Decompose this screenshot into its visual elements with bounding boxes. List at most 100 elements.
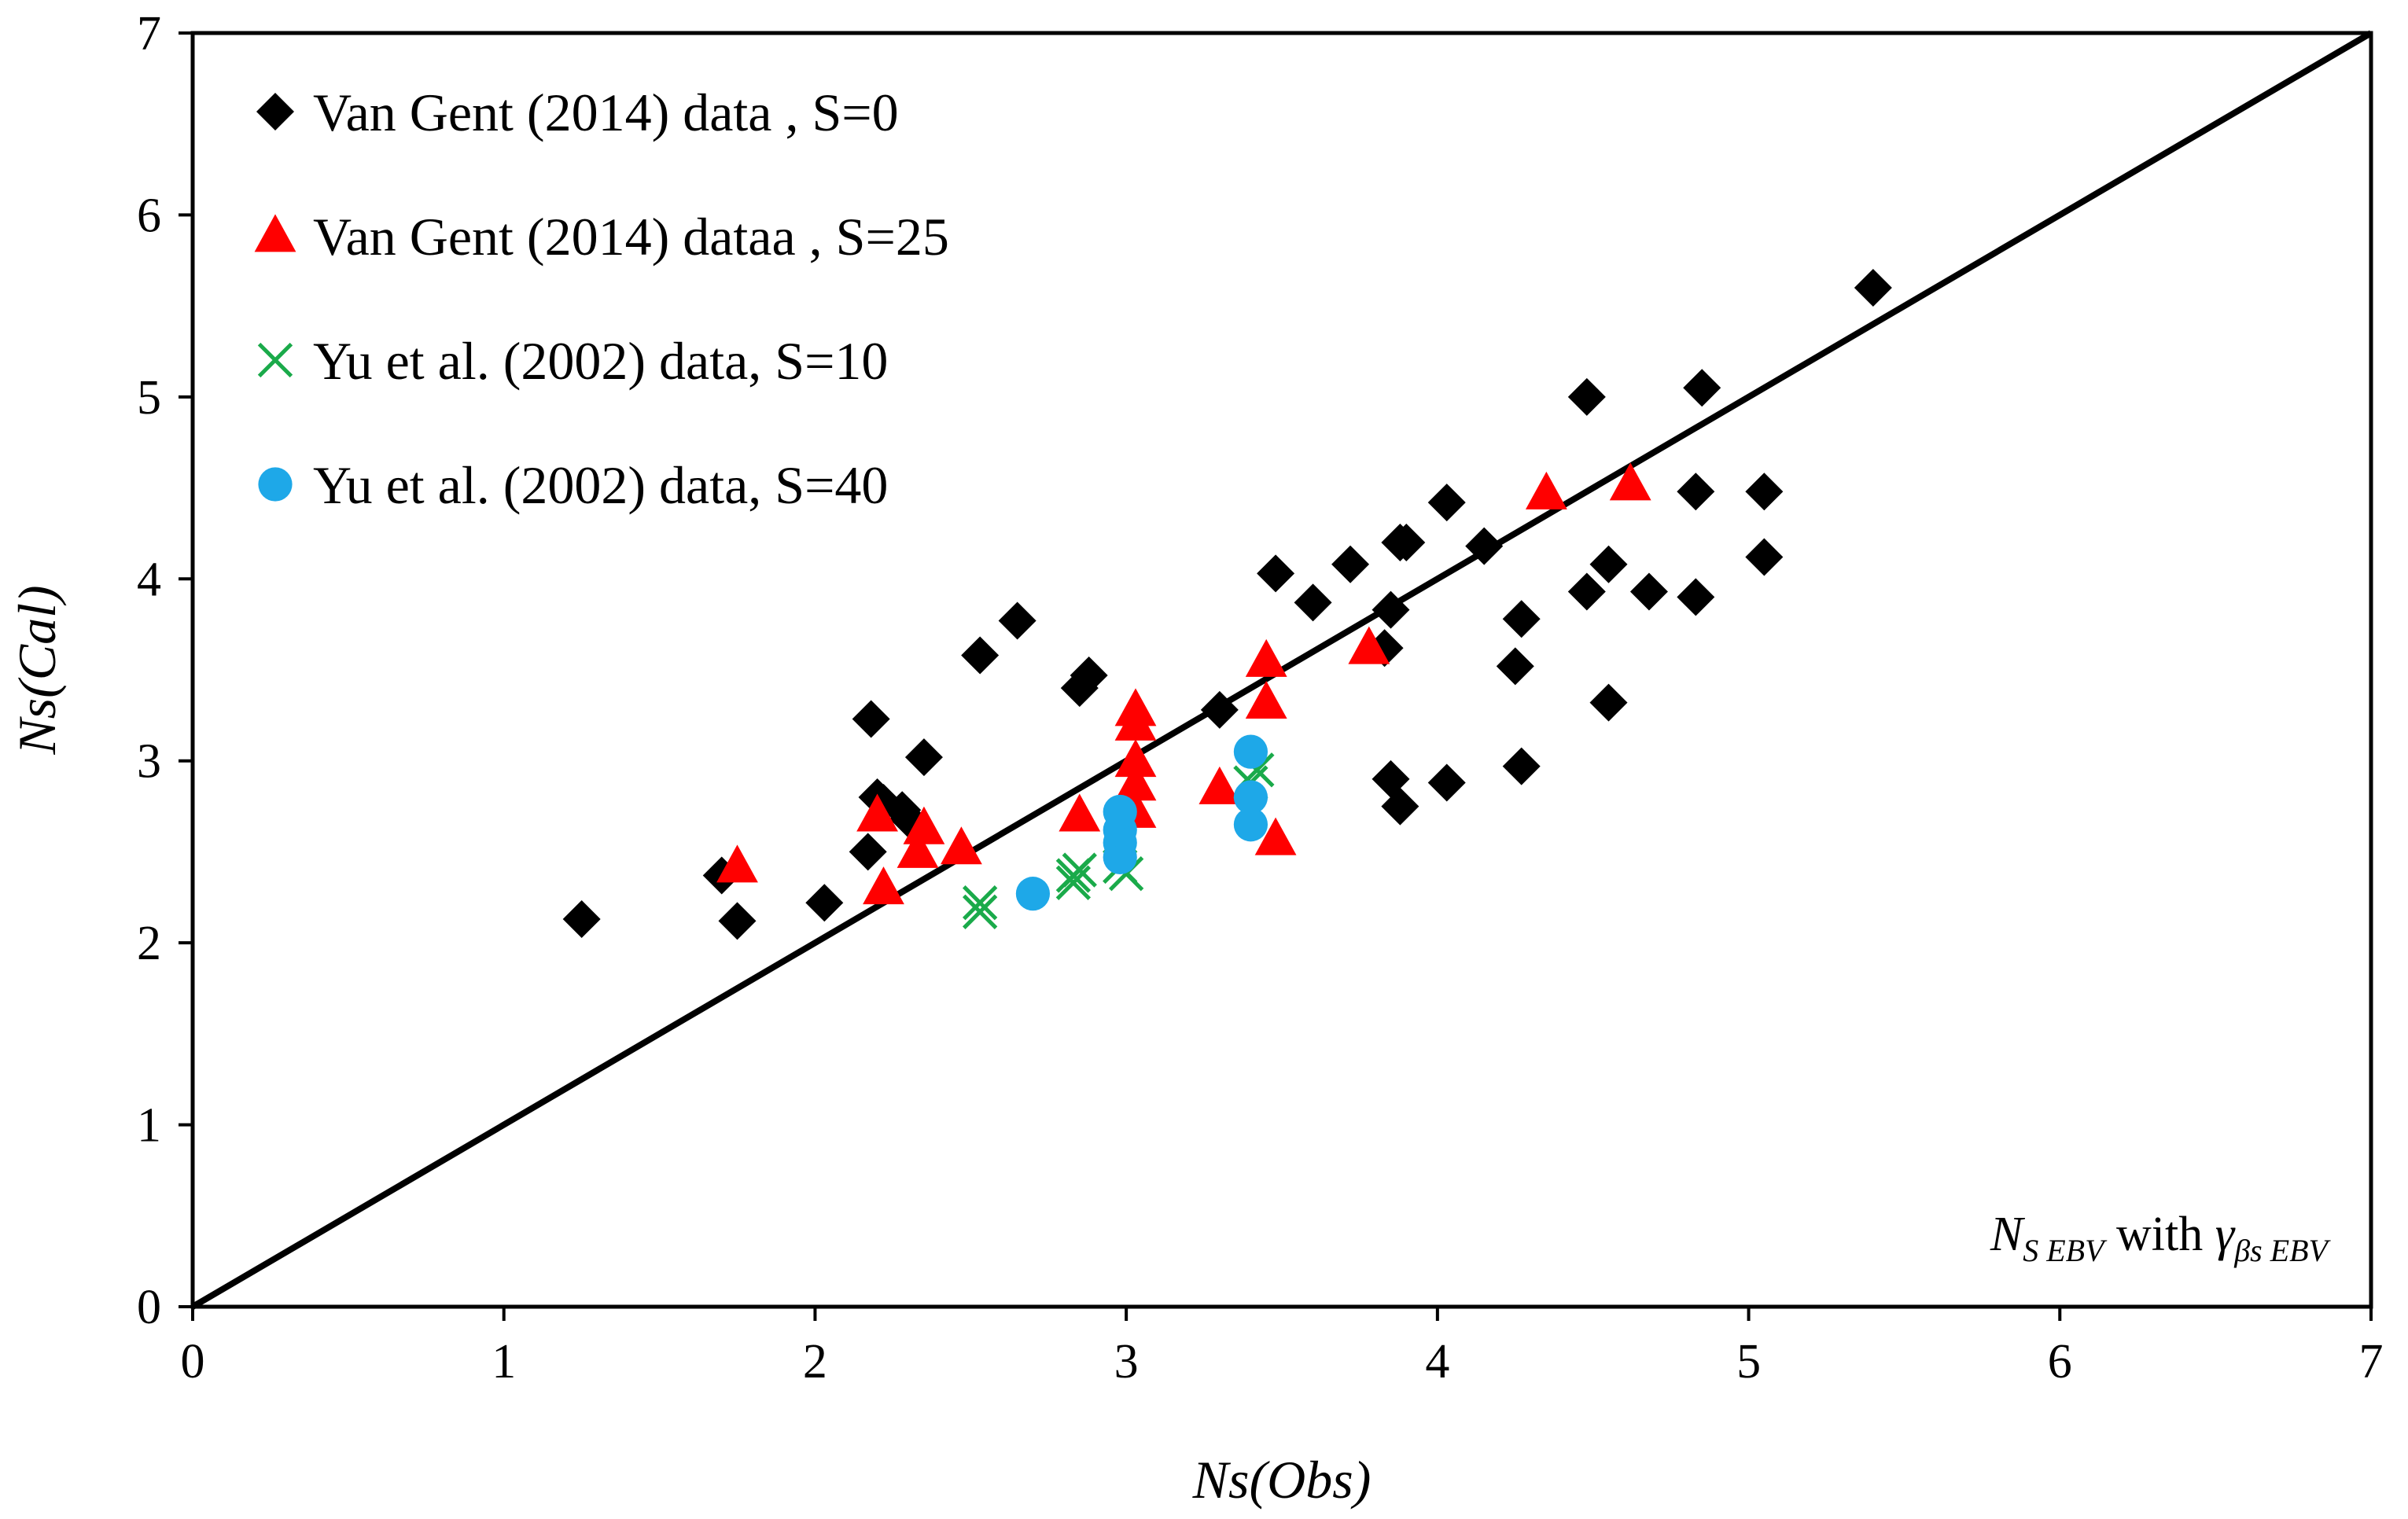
legend-item: Yu et al. (2002) data, S=10 (257, 331, 888, 391)
data-point-triangle (1114, 739, 1157, 778)
data-point-x (1055, 865, 1092, 900)
annotation-with: with (2104, 1208, 2215, 1261)
data-point-diamond (805, 884, 844, 922)
annotation-n-subscript: S EBV (2023, 1233, 2108, 1268)
data-point-triangle (1609, 462, 1651, 501)
y-tick-label: 6 (137, 189, 161, 242)
data-point-triangle (1114, 763, 1157, 801)
data-point-diamond (1331, 545, 1370, 583)
data-point-diamond (1381, 787, 1419, 826)
legend-item: Van Gent (2014) data , S=0 (256, 83, 899, 142)
data-point-triangle (863, 866, 904, 905)
data-point-triangle (1059, 793, 1101, 832)
x-tick-label: 6 (2048, 1335, 2072, 1388)
data-point-diamond (562, 900, 601, 939)
data-point-x (1062, 852, 1097, 888)
data-point-diamond (1502, 600, 1541, 638)
x-tick-label: 3 (1114, 1335, 1139, 1388)
series-triangle (716, 462, 1651, 905)
data-point-diamond (852, 700, 890, 738)
series-circle (1015, 734, 1268, 911)
data-point-triangle (1198, 766, 1241, 804)
data-point-diamond (1502, 747, 1541, 785)
axis-ticks: 0 1 2 3 4 5 6 7 0 1 2 3 4 5 6 7 (137, 7, 2384, 1388)
data-point-diamond (961, 636, 1000, 675)
legend-item: Yu et al. (2002) data, S=40 (258, 455, 888, 515)
data-point-diamond (1427, 763, 1466, 802)
data-point-x (962, 885, 998, 921)
data-point-triangle (1348, 626, 1390, 664)
series-diamond (562, 269, 1892, 940)
legend-label: Van Gent (2014) dataa , S=25 (313, 207, 949, 267)
data-point-diamond (1854, 269, 1892, 307)
legend-marker-triangle (254, 214, 296, 252)
data-point-diamond (1745, 538, 1784, 576)
y-axis-title: Ns(Cal) (7, 585, 67, 755)
data-point-diamond (1427, 484, 1466, 522)
legend-marker-circle (258, 467, 293, 502)
legend-marker-x (257, 342, 293, 378)
data-point-x (962, 894, 998, 929)
legend-item: Van Gent (2014) dataa , S=25 (254, 207, 949, 267)
x-tick-label: 1 (492, 1335, 516, 1388)
data-point-triangle (897, 829, 939, 868)
y-tick-label: 0 (137, 1281, 161, 1334)
x-axis-title: Ns(Obs) (1192, 1450, 1372, 1510)
y-tick-label: 3 (137, 735, 161, 789)
data-point-diamond (1465, 527, 1504, 565)
x-tick-label: 4 (1425, 1335, 1449, 1388)
data-point-triangle (716, 844, 758, 883)
data-point-diamond (1387, 524, 1426, 561)
data-point-triangle (903, 806, 945, 844)
data-point-diamond (1294, 583, 1332, 622)
formula-annotation: NS EBV with γβs EBV (1990, 1208, 2332, 1268)
data-point-diamond (1070, 656, 1108, 694)
data-point-diamond (1677, 473, 1715, 511)
legend-label: Van Gent (2014) data , S=0 (313, 83, 899, 142)
data-point-diamond (1589, 545, 1628, 583)
data-point-diamond (1567, 572, 1606, 611)
data-point-triangle (941, 826, 982, 865)
y-tick-label: 2 (137, 917, 161, 970)
data-point-diamond (718, 902, 757, 940)
data-point-diamond (904, 738, 943, 777)
y-tick-label: 4 (137, 553, 161, 606)
x-tick-label: 7 (2359, 1335, 2384, 1388)
data-point-diamond (1200, 690, 1239, 729)
data-point-diamond (1683, 369, 1721, 407)
legend-label: Yu et al. (2002) data, S=10 (313, 331, 888, 391)
data-point-circle (1015, 877, 1051, 911)
data-point-circle (1103, 794, 1137, 829)
data-point-triangle (856, 793, 898, 832)
data-point-triangle (1245, 638, 1287, 677)
data-point-circle (1233, 734, 1268, 769)
data-point-diamond (1677, 578, 1715, 616)
x-tick-label: 5 (1736, 1335, 1761, 1388)
annotation-gamma: γ (2215, 1208, 2236, 1261)
y-tick-label: 5 (137, 371, 161, 425)
legend-label: Yu et al. (2002) data, S=40 (313, 455, 888, 515)
plot-border (190, 31, 2373, 1309)
annotation-gamma-subscript: βs EBV (2233, 1233, 2331, 1268)
data-point-triangle (1525, 471, 1567, 509)
data-point-triangle (1245, 681, 1287, 719)
legend: Van Gent (2014) data , S=0 Van Gent (2014… (254, 83, 949, 515)
data-point-diamond (1589, 683, 1628, 722)
plot-frame (190, 31, 2373, 1309)
data-point-triangle (1114, 702, 1157, 741)
y-tick-label: 7 (137, 7, 161, 61)
data-point-diamond (1745, 473, 1784, 511)
data-point-diamond (849, 833, 887, 871)
y-tick-label: 1 (137, 1099, 161, 1153)
data-point-diamond (998, 601, 1036, 640)
annotation-n: N (1990, 1208, 2026, 1261)
data-point-diamond (1257, 554, 1295, 593)
data-point-diamond (1496, 647, 1534, 686)
legend-marker-diamond (256, 93, 294, 131)
data-point-circle (1233, 780, 1268, 815)
data-points (562, 269, 1892, 940)
data-point-diamond (1629, 572, 1668, 611)
data-point-diamond (1372, 590, 1410, 629)
x-tick-label: 0 (181, 1335, 205, 1388)
